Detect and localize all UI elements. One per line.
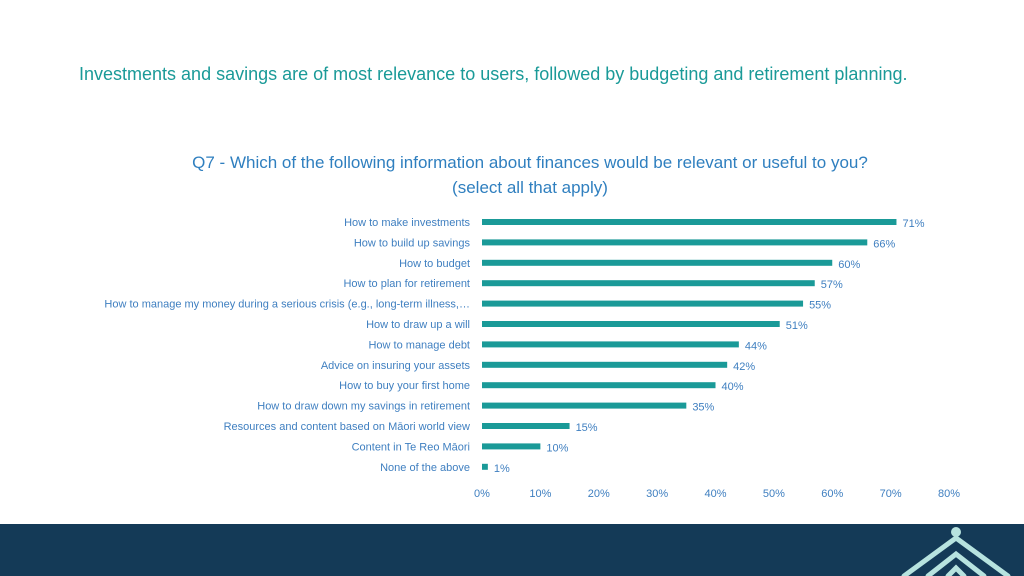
value-label: 55% bbox=[809, 300, 831, 312]
value-label: 60% bbox=[838, 259, 860, 271]
x-tick-label: 0% bbox=[474, 488, 490, 500]
bar bbox=[482, 341, 739, 348]
slide-headline: Investments and savings are of most rele… bbox=[79, 64, 908, 84]
house-logo-icon bbox=[901, 527, 1011, 576]
bar bbox=[482, 443, 541, 450]
value-label: 71% bbox=[902, 218, 924, 230]
value-label: 35% bbox=[692, 402, 714, 414]
value-label: 66% bbox=[873, 238, 895, 250]
category-label: Resources and content based on Māori wor… bbox=[224, 421, 470, 433]
value-label: 44% bbox=[745, 340, 767, 352]
category-label: How to buy your first home bbox=[339, 380, 470, 392]
value-label: 57% bbox=[821, 279, 843, 291]
category-label: How to build up savings bbox=[354, 237, 471, 249]
value-label: 1% bbox=[494, 463, 510, 475]
value-label: 51% bbox=[786, 320, 808, 332]
bar bbox=[482, 463, 488, 470]
x-tick-label: 50% bbox=[763, 488, 785, 500]
bar bbox=[482, 239, 868, 246]
bar bbox=[482, 423, 570, 429]
footer-bar bbox=[0, 524, 1024, 576]
value-label: 15% bbox=[576, 422, 598, 434]
category-label: How to draw down my savings in retiremen… bbox=[257, 401, 470, 413]
category-label: None of the above bbox=[380, 462, 470, 474]
bar bbox=[482, 300, 804, 307]
x-tick-label: 20% bbox=[588, 488, 610, 500]
bar bbox=[482, 321, 780, 327]
category-label: How to plan for retirement bbox=[343, 278, 470, 290]
value-label: 10% bbox=[546, 442, 568, 454]
bar bbox=[482, 402, 687, 409]
x-tick-label: 60% bbox=[821, 488, 843, 500]
bar bbox=[482, 259, 833, 266]
category-label: How to budget bbox=[399, 258, 470, 270]
value-label: 40% bbox=[722, 381, 744, 393]
category-label: Advice on insuring your assets bbox=[321, 360, 471, 372]
x-tick-label: 10% bbox=[529, 488, 551, 500]
category-label: Content in Te Reo Māori bbox=[352, 441, 470, 453]
bar-chart: How to make investments 71% How to build u… bbox=[104, 217, 960, 500]
x-tick-label: 80% bbox=[938, 488, 960, 500]
category-label: How to manage my money during a serious … bbox=[104, 299, 470, 311]
chart-title: Q7 - Which of the following information … bbox=[192, 153, 868, 197]
x-tick-label: 40% bbox=[704, 488, 726, 500]
bar bbox=[482, 280, 815, 287]
category-label: How to make investments bbox=[344, 217, 470, 229]
bar bbox=[482, 219, 897, 225]
value-label: 42% bbox=[733, 361, 755, 373]
category-label: How to draw up a will bbox=[366, 319, 470, 331]
category-label: How to manage debt bbox=[368, 339, 470, 351]
x-tick-label: 30% bbox=[646, 488, 668, 500]
x-tick-label: 70% bbox=[880, 488, 902, 500]
bar bbox=[482, 382, 716, 389]
bar bbox=[482, 361, 728, 368]
